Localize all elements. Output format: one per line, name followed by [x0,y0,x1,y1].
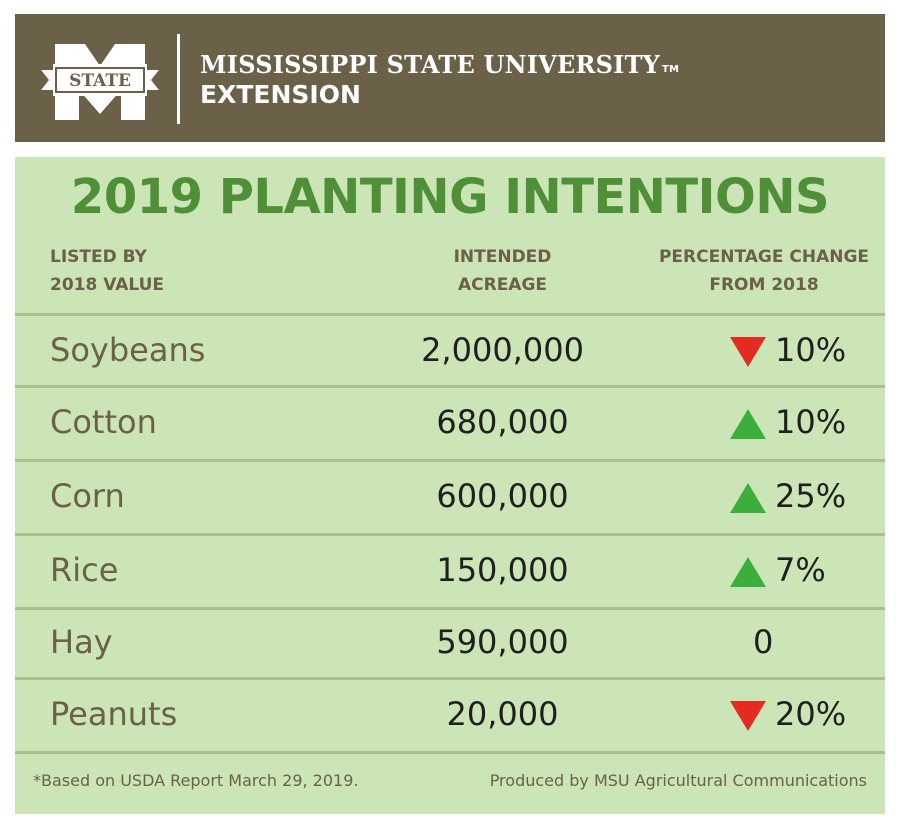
change-value: 10% [775,403,847,441]
row-divider [15,677,885,680]
header-divider [177,34,180,124]
up-arrow-icon [730,557,766,587]
acreage-value: 600,000 [436,477,569,515]
header-banner: STATE MISSISSIPPI STATE UNIVERSITY TM EXT… [15,14,885,142]
row-divider [15,313,885,316]
university-name: MISSISSIPPI STATE UNIVERSITY TM [200,50,680,79]
column-header-crop: LISTED BY 2018 VALUE [50,247,165,295]
table-row: Soybeans 2,000,000 10% [15,315,885,385]
crop-name: Corn [50,477,125,515]
change-value: 10% [775,331,847,369]
trademark: TM [662,64,680,75]
page-title: 2019 PLANTING INTENTIONS [70,169,830,225]
crop-name: Cotton [50,403,157,441]
table-row: Hay 590,000 0 [15,607,885,677]
up-arrow-icon [730,409,766,439]
row-divider [15,533,885,536]
table-row: Rice 150,000 7% [15,535,885,605]
acreage-value: 680,000 [436,403,569,441]
crop-name: Peanuts [50,695,178,733]
crop-name: Rice [50,551,119,589]
row-divider [15,459,885,462]
row-divider [15,607,885,610]
row-divider [15,385,885,388]
change-value: 25% [775,477,847,515]
acreage-value: 590,000 [436,623,569,661]
credit-note: Produced by MSU Agricultural Communicati… [489,771,867,790]
logo-text: STATE [69,71,131,91]
acreage-value: 2,000,000 [421,331,584,369]
down-arrow-icon [730,701,766,731]
change-value: 20% [775,695,847,733]
acreage-value: 150,000 [436,551,569,589]
table-row: Cotton 680,000 10% [15,387,885,457]
column-header-acreage: INTENDED ACREAGE [453,247,552,295]
crop-name: Hay [50,623,113,661]
down-arrow-icon [730,337,766,367]
crop-name: Soybeans [50,331,206,369]
column-header-change: PERCENTAGE CHANGE FROM 2018 [658,247,870,295]
up-arrow-icon [730,483,766,513]
source-note: *Based on USDA Report March 29, 2019. [33,771,359,790]
row-divider [15,751,885,754]
planting-panel: 2019 PLANTING INTENTIONS LISTED BY 2018 … [15,157,885,814]
table-row: Peanuts 20,000 20% [15,679,885,749]
acreage-value: 20,000 [446,695,559,733]
change-value: 7% [775,551,826,589]
msu-state-logo: STATE [41,44,159,120]
change-value: 0 [753,623,774,661]
extension-name: EXTENSION [200,80,361,109]
table-row: Corn 600,000 25% [15,461,885,531]
